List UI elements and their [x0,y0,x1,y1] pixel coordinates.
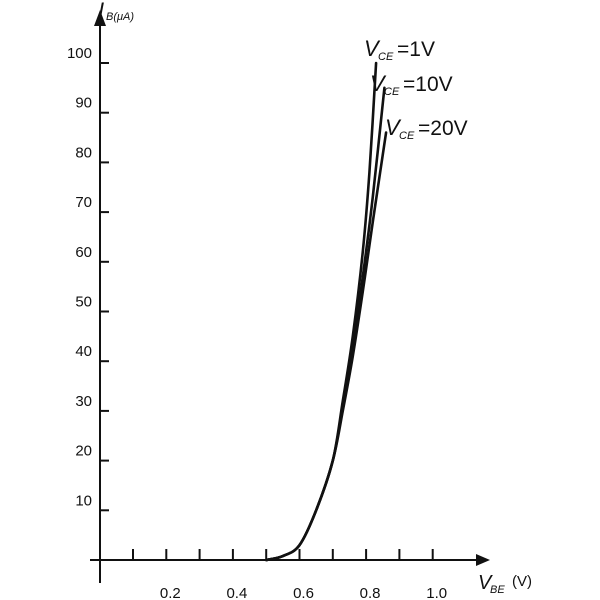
x-tick-label: 0.6 [293,585,314,600]
y-tick-label: 90 [75,95,92,112]
x-axis-label-sub: BE [490,584,505,596]
x-axis-label: V [478,572,493,594]
y-tick-label: 20 [75,443,92,460]
x-tick-label: 1.0 [426,585,447,600]
ticks [100,62,434,560]
x-axis-unit: (V) [512,573,532,590]
y-tick-label: 10 [75,492,92,509]
y-axis-label-main: I [98,0,104,23]
series-label-main-2: V [370,71,387,96]
y-tick-label: 100 [67,45,92,62]
series-label-main-3: V [385,115,402,140]
series-label-sub-1: CE [378,51,394,63]
series-label-sub-3: CE [399,130,415,142]
y-tick-label: 60 [75,244,92,261]
series-label-rest-1: =1V [397,38,435,61]
x-tick-label: 0.4 [226,585,247,600]
y-tick-label: 40 [75,343,92,360]
series-label-rest-3: =20V [418,117,468,140]
x-tick-label: 0.8 [360,585,381,600]
y-tick-label: 30 [75,393,92,410]
y-axis-arrow [94,10,106,26]
y-axis-label: I [98,0,104,23]
x-tick-label: 0.2 [160,585,181,600]
curve-series-3 [264,131,388,562]
y-tick-label: 70 [75,194,92,211]
series-label-sub-2: CE [384,86,400,98]
series-label-main-1: V [364,36,381,61]
y-tick-label: 80 [75,144,92,161]
axes [90,10,490,583]
labels: 10 20 30 40 50 60 70 80 90 100 0.2 0.4 0.6 0.8 1.0 I B(μ… [67,0,532,600]
y-tick-label: 50 [75,294,92,311]
curves [264,61,388,562]
x-axis-arrow [476,554,490,566]
series-label-rest-2: =10V [403,73,453,96]
y-axis-label-sub: B(μA) [106,11,134,23]
